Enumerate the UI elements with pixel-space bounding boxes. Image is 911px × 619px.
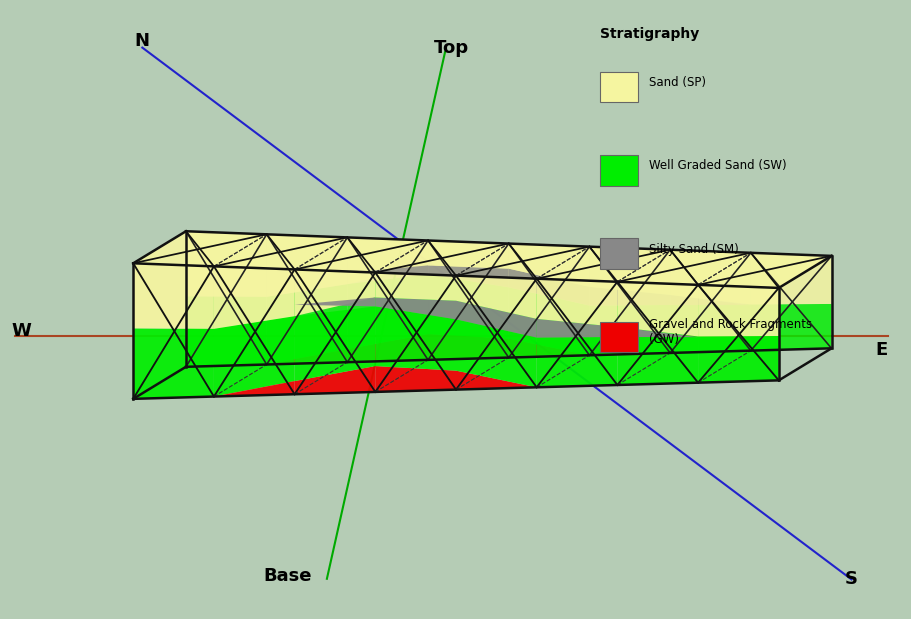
Polygon shape: [133, 328, 214, 399]
Text: Sand (SP): Sand (SP): [648, 76, 705, 89]
Polygon shape: [375, 272, 456, 301]
Polygon shape: [617, 327, 697, 337]
Text: Top: Top: [434, 38, 468, 56]
Polygon shape: [375, 306, 456, 371]
Polygon shape: [589, 305, 670, 355]
Polygon shape: [670, 249, 750, 305]
Polygon shape: [508, 269, 589, 306]
Polygon shape: [589, 287, 670, 306]
Polygon shape: [427, 334, 508, 360]
Text: Stratigraphy: Stratigraphy: [599, 27, 698, 41]
Polygon shape: [266, 284, 347, 365]
Bar: [599, 238, 637, 269]
Text: Base: Base: [263, 567, 312, 585]
Polygon shape: [294, 306, 375, 381]
Text: S: S: [844, 570, 857, 589]
Polygon shape: [375, 366, 456, 392]
Polygon shape: [508, 287, 589, 355]
Text: Silty Sand (SM): Silty Sand (SM): [648, 243, 738, 256]
Polygon shape: [670, 295, 750, 305]
Polygon shape: [347, 334, 427, 362]
Polygon shape: [186, 297, 266, 367]
Polygon shape: [347, 266, 427, 274]
Polygon shape: [750, 304, 831, 350]
Polygon shape: [214, 266, 294, 329]
Polygon shape: [670, 305, 750, 353]
Polygon shape: [427, 241, 508, 269]
Polygon shape: [508, 339, 589, 358]
Polygon shape: [456, 275, 536, 319]
Polygon shape: [294, 366, 375, 394]
Text: Well Graded Sand (SW): Well Graded Sand (SW): [648, 160, 785, 173]
Bar: [599, 322, 637, 352]
Text: N: N: [135, 32, 149, 50]
Polygon shape: [750, 253, 831, 305]
Polygon shape: [456, 371, 536, 389]
Polygon shape: [347, 238, 427, 284]
Polygon shape: [508, 243, 589, 287]
Polygon shape: [536, 279, 617, 327]
Text: E: E: [875, 340, 886, 358]
Text: Gravel and Rock Fragments
(GW): Gravel and Rock Fragments (GW): [648, 318, 811, 346]
Polygon shape: [214, 316, 294, 397]
Polygon shape: [266, 235, 347, 297]
Polygon shape: [456, 301, 536, 337]
Polygon shape: [294, 298, 375, 306]
Polygon shape: [697, 336, 778, 383]
Polygon shape: [266, 349, 347, 365]
Polygon shape: [536, 337, 617, 387]
Bar: [599, 72, 637, 102]
Polygon shape: [214, 381, 294, 397]
Polygon shape: [427, 274, 508, 339]
Polygon shape: [536, 319, 617, 337]
Polygon shape: [456, 319, 536, 387]
Polygon shape: [186, 232, 266, 297]
Polygon shape: [133, 263, 214, 329]
Polygon shape: [133, 232, 831, 288]
Polygon shape: [427, 266, 508, 287]
Polygon shape: [617, 282, 697, 337]
Text: W: W: [12, 322, 31, 340]
Polygon shape: [347, 274, 427, 349]
Polygon shape: [589, 246, 670, 295]
Bar: [599, 155, 637, 186]
Polygon shape: [294, 269, 375, 316]
Polygon shape: [375, 298, 456, 319]
Polygon shape: [617, 337, 697, 385]
Polygon shape: [697, 285, 778, 337]
